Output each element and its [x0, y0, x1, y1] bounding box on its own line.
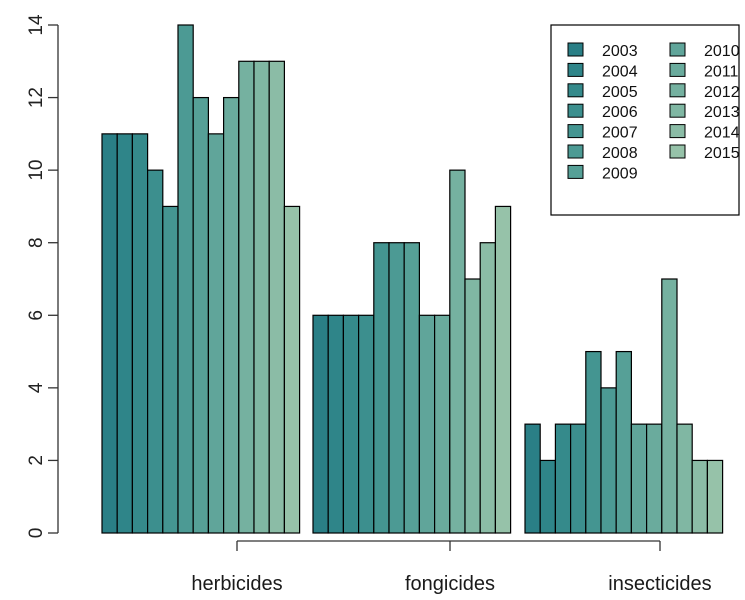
bar-insecticides-2005	[554, 423, 572, 534]
y-tick-label-8: 8	[26, 237, 47, 248]
bar-insecticides-2006	[569, 423, 587, 534]
bar-herbicides-2005	[131, 133, 149, 534]
x-tick-label-insecticides: insecticides	[608, 573, 711, 595]
x-tick-label-herbicides: herbicides	[191, 573, 282, 595]
y-tick-label-10: 10	[26, 160, 47, 181]
legend-swatch-2008	[567, 144, 584, 159]
legend-label-2009: 2009	[602, 165, 638, 182]
bar-herbicides-2014	[268, 60, 286, 534]
legend-swatch-2005	[567, 83, 584, 98]
bar-insecticides-2012	[661, 278, 678, 534]
bar-herbicides-2011	[223, 96, 240, 534]
legend-swatch-2003	[567, 42, 584, 57]
bar-herbicides-2008	[177, 24, 194, 534]
x-axis: herbicides fongicides insecticides	[191, 540, 712, 595]
bar-insecticides-2013	[676, 423, 693, 534]
bar-insecticides-2010	[630, 423, 648, 534]
bar-insecticides-2015	[706, 459, 724, 534]
legend-label-2007: 2007	[602, 125, 638, 142]
legend: 2003 2004 2005 2006 2007 2008 2009 2010 2011 2012…	[550, 24, 740, 216]
y-tick-label-12: 12	[26, 87, 47, 108]
bar-herbicides-2009	[192, 96, 209, 534]
legend-label-2014: 2014	[704, 125, 740, 142]
bar-fongicides-2010	[418, 314, 436, 534]
bar-herbicides-2015	[283, 205, 301, 534]
bar-insecticides-2014	[691, 459, 709, 534]
legend-box	[550, 24, 740, 216]
bar-insecticides-2004	[539, 459, 557, 534]
bar-fongicides-2015	[494, 205, 512, 534]
bar-insecticides-2011	[645, 423, 663, 534]
bar-insecticides-2003	[524, 423, 541, 534]
legend-swatch-2010	[669, 42, 686, 57]
bar-insecticides-2008	[600, 387, 617, 534]
legend-swatch-2013	[669, 103, 686, 118]
legend-label-2010: 2010	[704, 43, 740, 60]
legend-swatch-2012	[669, 83, 686, 98]
bar-insecticides-2007	[585, 350, 602, 534]
bar-fongicides-2006	[358, 314, 375, 534]
y-tick-label-0: 0	[26, 528, 47, 539]
legend-label-2011: 2011	[704, 63, 739, 80]
bar-herbicides-2004	[116, 133, 133, 534]
bar-fongicides-2011	[434, 314, 451, 534]
legend-label-2006: 2006	[602, 104, 638, 121]
bar-fongicides-2008	[388, 242, 405, 534]
legend-label-2004: 2004	[602, 63, 638, 80]
bar-fongicides-2003	[312, 314, 329, 534]
legend-swatch-2015	[669, 144, 686, 159]
bar-herbicides-2006	[147, 169, 164, 534]
bar-herbicides-2003	[101, 133, 118, 534]
legend-swatch-2009	[567, 164, 584, 179]
legend-label-2003: 2003	[602, 43, 638, 60]
y-tick-label-14: 14	[26, 14, 47, 36]
bar-fongicides-2012	[449, 169, 466, 534]
bar-fongicides-2014	[479, 242, 497, 534]
legend-swatch-2014	[669, 124, 686, 139]
y-axis: 0 2 4 6 8 10 12 14	[26, 14, 59, 539]
legend-label-2012: 2012	[704, 84, 740, 101]
y-tick-label-4: 4	[26, 382, 47, 393]
legend-swatch-2006	[567, 103, 584, 118]
bar-fongicides-2004	[327, 314, 345, 534]
legend-label-2005: 2005	[602, 84, 638, 101]
bars-layer	[101, 24, 724, 534]
bar-fongicides-2009	[403, 242, 421, 534]
bar-insecticides-2009	[615, 350, 633, 534]
bar-fongicides-2005	[342, 314, 360, 534]
bar-herbicides-2013	[253, 60, 270, 534]
y-tick-label-2: 2	[26, 455, 47, 466]
bar-herbicides-2007	[162, 205, 179, 534]
legend-swatch-2007	[567, 124, 584, 139]
x-tick-label-fongicides: fongicides	[405, 573, 495, 595]
bar-fongicides-2013	[464, 278, 481, 534]
y-tick-label-6: 6	[26, 310, 47, 321]
legend-label-2008: 2008	[602, 145, 638, 162]
bar-fongicides-2007	[373, 242, 390, 534]
legend-swatch-2011	[669, 62, 686, 77]
legend-swatch-2004	[567, 62, 584, 77]
legend-label-2013: 2013	[704, 104, 740, 121]
legend-label-2015: 2015	[704, 145, 740, 162]
bar-herbicides-2010	[207, 133, 225, 534]
bar-herbicides-2012	[238, 60, 255, 534]
